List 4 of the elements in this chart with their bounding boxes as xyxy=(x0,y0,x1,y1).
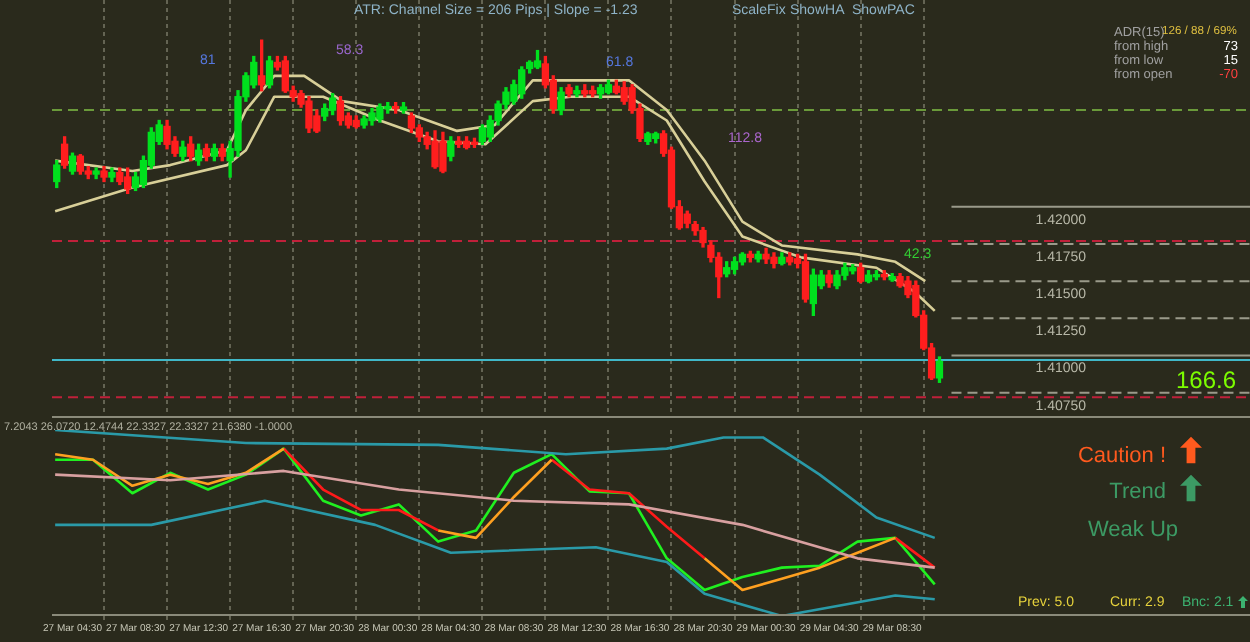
annotation: Trend xyxy=(1109,480,1166,504)
annotation: Weak Up xyxy=(1088,518,1179,542)
annotation: Caution ! xyxy=(1077,444,1166,468)
annotation: 166.6 xyxy=(1176,366,1237,394)
